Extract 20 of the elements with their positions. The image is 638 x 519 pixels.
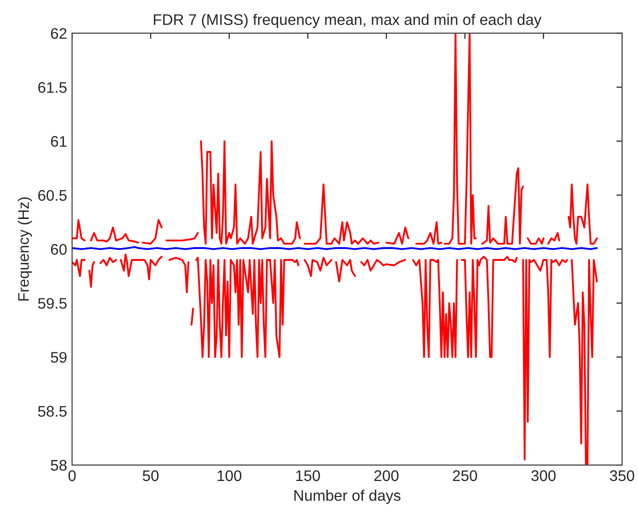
x-tick-label: 50 bbox=[142, 470, 159, 482]
x-tick-label: 350 bbox=[610, 470, 634, 482]
x-tick-label: 100 bbox=[218, 470, 242, 482]
y-tick-label: 59.5 bbox=[38, 298, 67, 309]
x-tick-label: 0 bbox=[68, 470, 76, 482]
x-tick-label: 150 bbox=[296, 470, 320, 482]
x-tick-label: 250 bbox=[452, 470, 478, 482]
x-tick-label: 200 bbox=[374, 470, 399, 482]
y-tick-label: 58.5 bbox=[38, 406, 67, 417]
y-tick-label: 60 bbox=[51, 244, 67, 255]
y-tick-label: 61 bbox=[51, 136, 66, 147]
y-tick-label: 62 bbox=[51, 28, 66, 39]
y-axis-title: Frequency (Hz) bbox=[18, 197, 32, 300]
x-axis-title: Number of days bbox=[294, 490, 400, 504]
x-tick-label: 300 bbox=[531, 470, 556, 482]
y-tick-label: 60.5 bbox=[38, 190, 67, 201]
chart-title: FDR 7 (MISS) frequency mean, max and min of each day bbox=[154, 14, 542, 28]
y-tick-label: 61.5 bbox=[38, 82, 67, 93]
y-tick-label: 58 bbox=[50, 460, 67, 471]
y-tick-label: 59 bbox=[50, 352, 67, 363]
